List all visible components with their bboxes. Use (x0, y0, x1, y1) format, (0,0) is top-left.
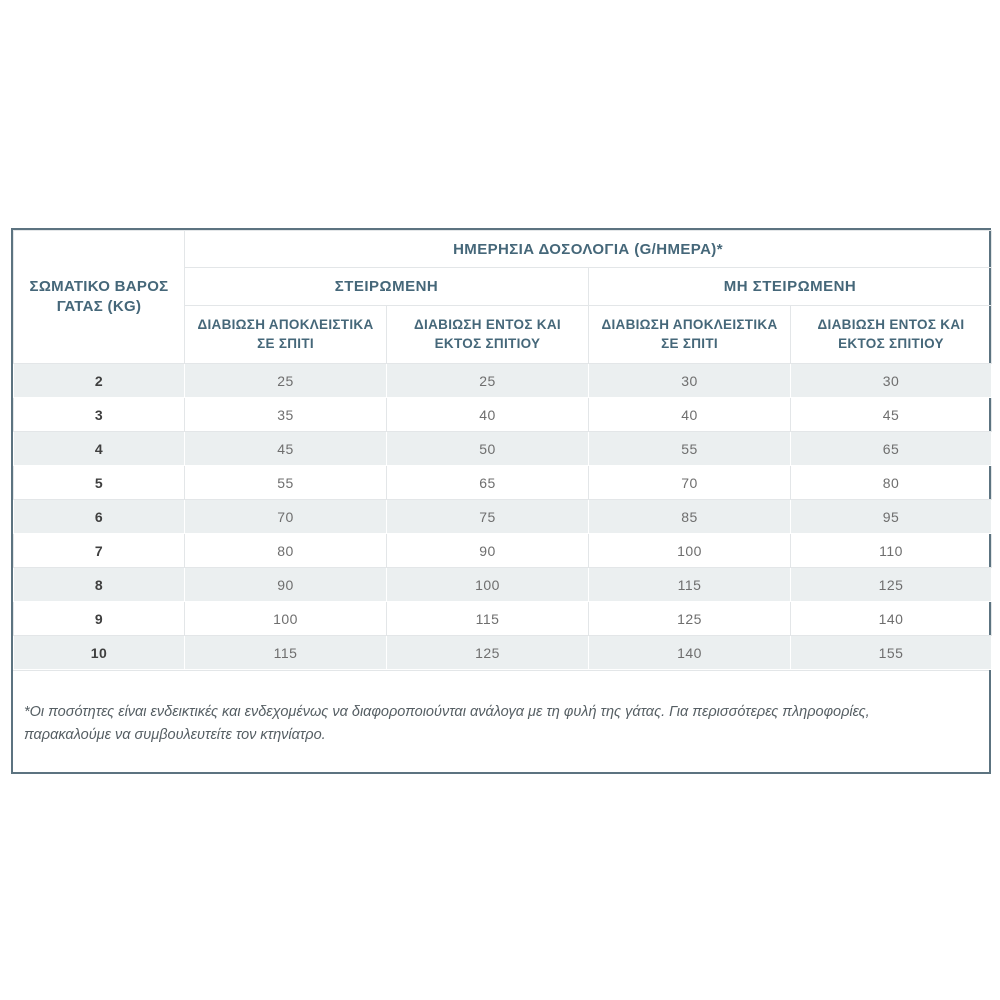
dosage-value-cell: 80 (184, 533, 387, 568)
dosage-value-cell: 115 (184, 635, 387, 670)
dosage-value-cell: 25 (386, 363, 589, 398)
dosage-value-cell: 50 (386, 431, 589, 466)
subheader-non-sterilized-indoor: ΔΙΑΒΙΩΣΗ ΑΠΟΚΛΕΙΣΤΙΚΑ ΣΕ ΣΠΙΤΙ (588, 305, 791, 364)
weight-cell: 4 (13, 431, 185, 466)
table-row: 9 100 115 125 140 (13, 601, 992, 636)
footnote: *Οι ποσότητες είναι ενδεικτικές και ενδε… (13, 670, 989, 772)
table-row: 10 115 125 140 155 (13, 635, 992, 670)
table-row: 2 25 25 30 30 (13, 363, 992, 398)
dosage-value-cell: 115 (386, 601, 589, 636)
group-header-sterilized: ΣΤΕΙΡΩΜΕΝΗ (184, 267, 589, 306)
table-row: 5 55 65 70 80 (13, 465, 992, 500)
weight-cell: 2 (13, 363, 185, 398)
table-row: 3 35 40 40 45 (13, 397, 992, 432)
table-row: 7 80 90 100 110 (13, 533, 992, 568)
weight-cell: 5 (13, 465, 185, 500)
dosage-value-cell: 65 (386, 465, 589, 500)
dosage-value-cell: 55 (184, 465, 387, 500)
weight-cell: 3 (13, 397, 185, 432)
dosage-value-cell: 70 (184, 499, 387, 534)
group-header-non-sterilized: ΜΗ ΣΤΕΙΡΩΜΕΝΗ (588, 267, 992, 306)
weight-cell: 7 (13, 533, 185, 568)
weight-cell: 10 (13, 635, 185, 670)
dosage-value-cell: 30 (588, 363, 791, 398)
dosage-value-cell: 125 (790, 567, 992, 602)
dosage-value-cell: 35 (184, 397, 387, 432)
dosage-value-cell: 125 (588, 601, 791, 636)
dosage-value-cell: 80 (790, 465, 992, 500)
dosage-value-cell: 140 (588, 635, 791, 670)
subheader-sterilized-indoor-outdoor: ΔΙΑΒΙΩΣΗ ΕΝΤΟΣ ΚΑΙ ΕΚΤΟΣ ΣΠΙΤΙΟΥ (386, 305, 589, 364)
dosage-value-cell: 95 (790, 499, 992, 534)
subheader-non-sterilized-indoor-outdoor: ΔΙΑΒΙΩΣΗ ΕΝΤΟΣ ΚΑΙ ΕΚΤΟΣ ΣΠΙΤΙΟΥ (790, 305, 992, 364)
dosage-value-cell: 125 (386, 635, 589, 670)
weight-cell: 9 (13, 601, 185, 636)
dosage-value-cell: 45 (184, 431, 387, 466)
table-row: 8 90 100 115 125 (13, 567, 992, 602)
dosage-value-cell: 75 (386, 499, 589, 534)
dosage-value-cell: 25 (184, 363, 387, 398)
dosage-value-cell: 30 (790, 363, 992, 398)
weight-column-header: ΣΩΜΑΤΙΚΟ ΒΑΡΟΣ ΓΑΤΑΣ (KG) (13, 230, 185, 364)
subheader-sterilized-indoor: ΔΙΑΒΙΩΣΗ ΑΠΟΚΛΕΙΣΤΙΚΑ ΣΕ ΣΠΙΤΙ (184, 305, 387, 364)
dosage-value-cell: 65 (790, 431, 992, 466)
dosage-value-cell: 100 (386, 567, 589, 602)
dosage-value-cell: 140 (790, 601, 992, 636)
dosage-value-cell: 115 (588, 567, 791, 602)
weight-cell: 8 (13, 567, 185, 602)
dosage-value-cell: 40 (588, 397, 791, 432)
dosage-table: ΣΩΜΑΤΙΚΟ ΒΑΡΟΣ ΓΑΤΑΣ (KG) ΗΜΕΡΗΣΙΑ ΔΟΣΟΛ… (13, 230, 992, 670)
dosage-value-cell: 55 (588, 431, 791, 466)
table-body: 2 25 25 30 30 3 35 40 40 45 4 45 50 55 65 5 55 65 70 80 6 70 7… (13, 363, 992, 670)
table-title: ΗΜΕΡΗΣΙΑ ΔΟΣΟΛΟΓΙΑ (G/ΗΜΕΡΑ)* (184, 230, 992, 268)
dosage-value-cell: 90 (386, 533, 589, 568)
dosage-value-cell: 90 (184, 567, 387, 602)
dosage-value-cell: 85 (588, 499, 791, 534)
dosage-value-cell: 110 (790, 533, 992, 568)
dosage-value-cell: 100 (184, 601, 387, 636)
dosage-value-cell: 100 (588, 533, 791, 568)
dosage-table-container: ΣΩΜΑΤΙΚΟ ΒΑΡΟΣ ΓΑΤΑΣ (KG) ΗΜΕΡΗΣΙΑ ΔΟΣΟΛ… (11, 228, 992, 774)
dosage-value-cell: 155 (790, 635, 992, 670)
table-row: 6 70 75 85 95 (13, 499, 992, 534)
dosage-value-cell: 45 (790, 397, 992, 432)
table-row: 4 45 50 55 65 (13, 431, 992, 466)
dosage-value-cell: 40 (386, 397, 589, 432)
dosage-value-cell: 70 (588, 465, 791, 500)
weight-cell: 6 (13, 499, 185, 534)
